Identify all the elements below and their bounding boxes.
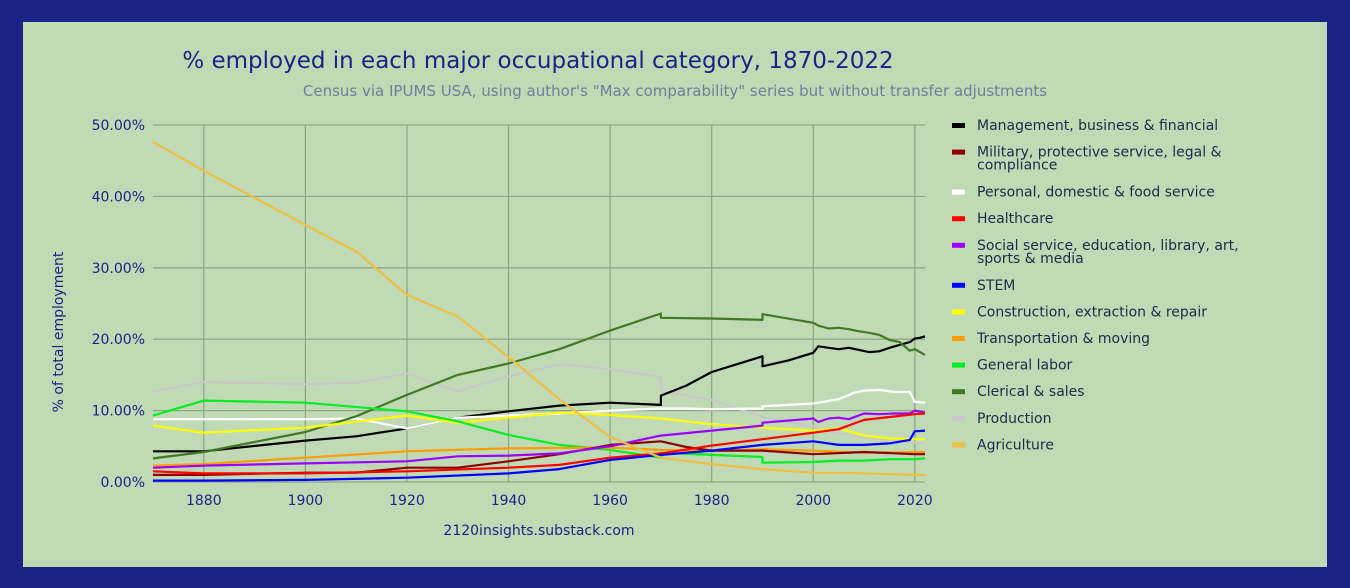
- series-line-agriculture: [152, 141, 925, 476]
- legend-label: compliance: [977, 158, 1057, 174]
- legend-swatch: [952, 282, 965, 288]
- chart-panel: % employed in each major occupational ca…: [23, 22, 1327, 567]
- x-tick-label: 1880: [186, 493, 222, 509]
- legend-label: Agriculture: [977, 437, 1054, 453]
- legend-entry: Production: [977, 411, 1051, 427]
- x-tick-label: 2000: [795, 493, 831, 509]
- legend-label: General labor: [977, 358, 1073, 374]
- series-line-social-service-education-library-art-sports-media: [152, 409, 926, 469]
- legend-swatch: [952, 309, 965, 315]
- legend-label: Healthcare: [977, 211, 1053, 227]
- legend-label: Production: [977, 411, 1051, 427]
- credit-text: 2120insights.substack.com: [443, 523, 634, 539]
- series-line-healthcare: [152, 412, 926, 475]
- legend-entry: Military, protective service, legal & com…: [977, 145, 1222, 174]
- legend-entry: Social service, education, library, art,…: [977, 238, 1239, 267]
- legend-label: Clerical & sales: [977, 384, 1085, 400]
- legend-label: Social service, education, library, art,: [977, 238, 1239, 254]
- legend-swatch: [952, 442, 965, 448]
- legend-label: Construction, extraction & repair: [977, 304, 1207, 320]
- x-tick-label: 2020: [897, 493, 933, 509]
- series-line-construction-extraction-repair: [152, 411, 925, 441]
- chart-title: % employed in each major occupational ca…: [182, 48, 893, 74]
- x-tick-label: 1900: [288, 493, 324, 509]
- legend-label: Management, business & financial: [977, 118, 1218, 134]
- legend-swatch: [952, 149, 965, 155]
- legend-entry: STEM: [977, 278, 1015, 294]
- x-tick-label: 1980: [694, 493, 730, 509]
- legend-entry: Construction, extraction & repair: [977, 304, 1207, 320]
- tick-labels: 1880 1900 1920 1940 1960 1980 2000 2020 0.00% 10.…: [92, 118, 933, 509]
- y-tick-label: 30.00%: [92, 261, 145, 277]
- x-tick-label: 1960: [592, 493, 628, 509]
- legend-swatch: [952, 123, 965, 128]
- y-tick-label: 40.00%: [92, 189, 145, 205]
- y-tick-label: 50.00%: [92, 118, 145, 134]
- gridlines: [153, 124, 925, 483]
- legend-entry: Transportation & moving: [976, 331, 1150, 347]
- legend-swatch: [952, 216, 965, 222]
- legend-entry: Clerical & sales: [977, 384, 1085, 400]
- series-line-personal-domestic-food-service: [153, 388, 926, 430]
- legend-entry: Personal, domestic & food service: [977, 185, 1215, 201]
- legend-swatch: [952, 415, 965, 421]
- series-line-stem: [153, 429, 926, 482]
- series-line-clerical-sales: [152, 312, 926, 460]
- chart-subtitle: Census via IPUMS USA, using author's "Ma…: [303, 82, 1047, 100]
- legend-swatch: [952, 389, 965, 395]
- x-tick-label: 1940: [491, 493, 527, 509]
- legend-label: Military, protective service, legal &: [977, 145, 1222, 161]
- chart: % employed in each major occupational ca…: [51, 48, 1239, 539]
- legend-label: Transportation & moving: [976, 331, 1150, 347]
- y-tick-label: 10.00%: [92, 404, 145, 420]
- legend-entry: Healthcare: [977, 211, 1053, 227]
- legend-swatch: [952, 362, 965, 368]
- legend-label: Personal, domestic & food service: [977, 185, 1215, 201]
- legend-label: sports & media: [977, 251, 1084, 267]
- series-line-transportation-moving: [152, 446, 926, 467]
- legend-label: STEM: [977, 278, 1015, 294]
- legend: Management, business & financial Military…: [952, 118, 1239, 453]
- series-line-production: [152, 363, 925, 444]
- y-axis-label: % of total employment: [51, 251, 67, 412]
- series-lines: [152, 141, 926, 482]
- legend-swatch: [952, 336, 965, 341]
- legend-entry: General labor: [977, 358, 1073, 374]
- legend-entry: Agriculture: [977, 437, 1054, 453]
- legend-swatch: [952, 242, 965, 248]
- y-tick-label: 20.00%: [92, 332, 145, 348]
- y-tick-label: 0.00%: [101, 475, 145, 491]
- legend-entry: Management, business & financial: [977, 118, 1218, 134]
- legend-swatch: [952, 189, 965, 195]
- x-tick-label: 1920: [389, 493, 425, 509]
